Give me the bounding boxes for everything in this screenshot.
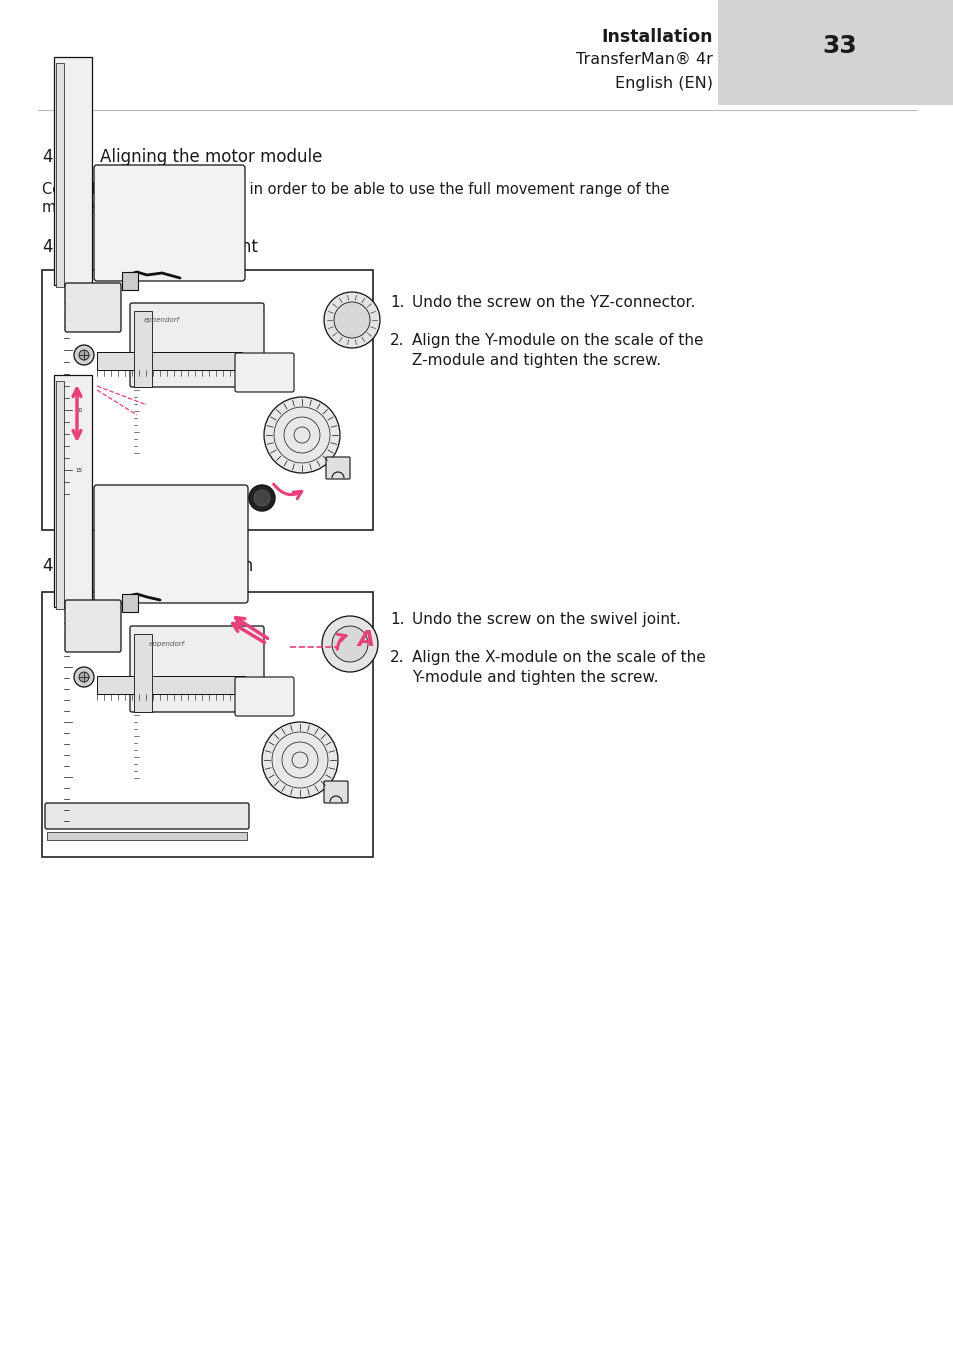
Text: Align the X-module on the scale of the: Align the X-module on the scale of the — [412, 650, 705, 665]
Text: 1.: 1. — [390, 295, 404, 310]
Circle shape — [74, 667, 94, 687]
Text: 4.8.1: 4.8.1 — [42, 238, 84, 256]
Text: Y-module and tighten the screw.: Y-module and tighten the screw. — [412, 671, 658, 685]
Text: Z-module and tighten the screw.: Z-module and tighten the screw. — [412, 353, 660, 368]
Text: English (EN): English (EN) — [615, 76, 712, 91]
Text: eppendorf: eppendorf — [144, 316, 180, 323]
Circle shape — [79, 672, 89, 681]
Text: 2.: 2. — [390, 650, 404, 665]
FancyBboxPatch shape — [65, 600, 121, 652]
Bar — [133, 634, 152, 713]
Circle shape — [332, 626, 368, 662]
Text: TransferMan® 4r: TransferMan® 4r — [576, 51, 712, 68]
Text: Aligning the height: Aligning the height — [100, 238, 257, 256]
Text: 1.: 1. — [390, 612, 404, 627]
FancyBboxPatch shape — [234, 677, 294, 717]
FancyBboxPatch shape — [324, 781, 348, 803]
Bar — [122, 594, 138, 612]
Text: Undo the screw on the swivel joint.: Undo the screw on the swivel joint. — [412, 612, 680, 627]
Text: eppendorf: eppendorf — [149, 641, 185, 648]
Text: 2.: 2. — [390, 333, 404, 347]
Circle shape — [249, 485, 274, 511]
Text: Installation: Installation — [601, 28, 712, 46]
Text: 15: 15 — [75, 468, 82, 472]
Text: Aligning the motor module: Aligning the motor module — [100, 147, 322, 166]
Text: 33: 33 — [821, 34, 857, 58]
Bar — [47, 831, 247, 840]
FancyBboxPatch shape — [94, 485, 248, 603]
Text: 4.8.2: 4.8.2 — [42, 557, 84, 575]
FancyBboxPatch shape — [326, 457, 350, 479]
FancyBboxPatch shape — [234, 353, 294, 392]
Circle shape — [262, 722, 337, 798]
Bar — [56, 64, 64, 287]
FancyBboxPatch shape — [65, 283, 121, 333]
FancyBboxPatch shape — [130, 303, 264, 387]
Bar — [56, 381, 64, 608]
Bar — [133, 311, 152, 387]
FancyBboxPatch shape — [54, 375, 91, 607]
Bar — [97, 676, 245, 694]
Text: Aligning the depth: Aligning the depth — [100, 557, 253, 575]
FancyBboxPatch shape — [130, 626, 264, 713]
Circle shape — [264, 397, 339, 473]
FancyBboxPatch shape — [94, 165, 245, 281]
Text: Align the Y-module on the scale of the: Align the Y-module on the scale of the — [412, 333, 702, 347]
Circle shape — [322, 617, 377, 672]
Circle shape — [74, 345, 94, 365]
FancyBboxPatch shape — [54, 57, 91, 285]
Circle shape — [253, 489, 270, 506]
Bar — [97, 352, 242, 370]
FancyBboxPatch shape — [45, 803, 249, 829]
Text: Undo the screw on the YZ-connector.: Undo the screw on the YZ-connector. — [412, 295, 695, 310]
Bar — [42, 270, 373, 530]
Bar — [718, 0, 953, 105]
Text: 5: 5 — [75, 347, 78, 353]
Circle shape — [324, 292, 379, 347]
Text: Centrally align the modules in order to be able to use the full movement range o: Centrally align the modules in order to … — [42, 183, 669, 197]
Circle shape — [79, 350, 89, 360]
Circle shape — [334, 301, 370, 338]
Text: 10: 10 — [75, 407, 82, 412]
Bar — [42, 592, 373, 857]
Text: A: A — [356, 630, 374, 650]
Text: 4.8: 4.8 — [42, 147, 69, 166]
Bar — [122, 272, 138, 289]
Text: modules.: modules. — [42, 200, 110, 215]
